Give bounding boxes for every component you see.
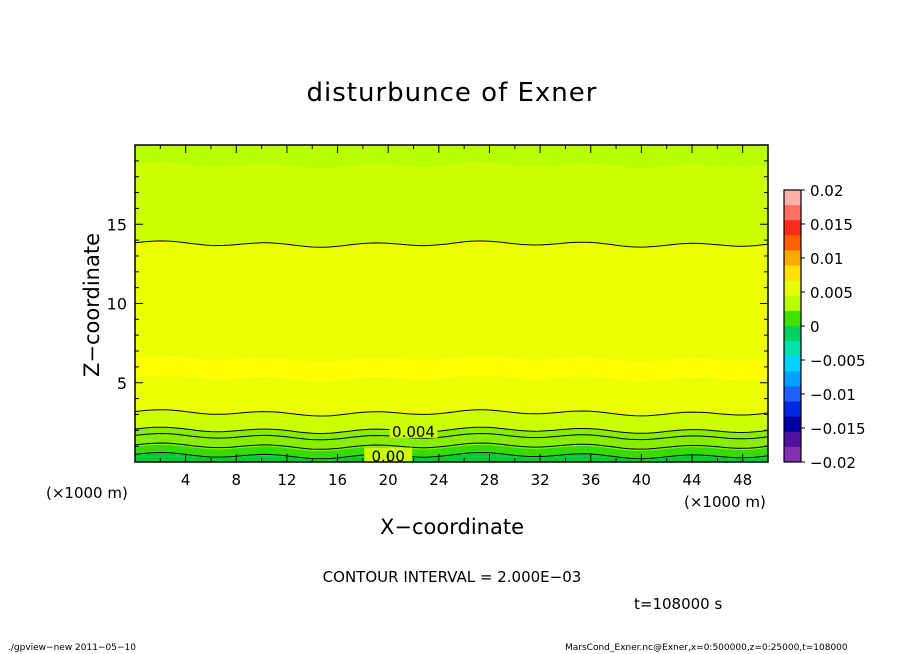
colorbar-cell-3 bbox=[784, 235, 801, 251]
colorbar-cell-9 bbox=[784, 326, 801, 342]
colorbar-label-7: −0.015 bbox=[810, 420, 866, 438]
contour-interval-text: CONTOUR INTERVAL = 2.000E−03 bbox=[322, 568, 582, 586]
x-tick-label-24: 24 bbox=[429, 471, 448, 489]
x-unit-label-left: (×1000 m) bbox=[46, 484, 128, 502]
x-tick-label-20: 20 bbox=[379, 471, 398, 489]
colorbar-label-8: −0.02 bbox=[810, 454, 856, 472]
time-label: t=108000 s bbox=[634, 595, 723, 613]
footer-right: MarsCond_Exner.nc@Exner,x=0:500000,z=0:2… bbox=[565, 643, 848, 653]
contour-label-0: 0.004 bbox=[392, 423, 435, 441]
colorbar-cell-15 bbox=[784, 416, 801, 433]
colorbar-cell-0 bbox=[784, 190, 801, 206]
band-2 bbox=[135, 427, 768, 451]
colorbar-cell-10 bbox=[784, 341, 801, 357]
band-8 bbox=[135, 145, 768, 169]
band-0 bbox=[135, 453, 768, 462]
chart-title: disturbunce of Exner bbox=[306, 78, 598, 108]
contour-line-0 bbox=[134, 451, 769, 460]
contour-line-2 bbox=[134, 432, 769, 441]
band-4 bbox=[135, 374, 768, 416]
x-unit-label-right: (×1000 m) bbox=[684, 493, 766, 511]
colorbar-cell-6 bbox=[784, 280, 801, 297]
y-tick-label-10: 10 bbox=[107, 295, 127, 314]
colorbar-cell-14 bbox=[784, 401, 801, 418]
x-axis-label: X−coordinate bbox=[380, 515, 524, 539]
colorbar-cell-13 bbox=[784, 386, 801, 403]
x-tick-label-36: 36 bbox=[581, 471, 600, 489]
colorbar-cell-12 bbox=[784, 371, 801, 387]
contour-label-bg-0 bbox=[389, 422, 438, 438]
band-5 bbox=[135, 355, 768, 382]
band-3 bbox=[135, 409, 768, 434]
colorbar-cell-7 bbox=[784, 295, 801, 312]
colorbar-cell-5 bbox=[784, 265, 801, 282]
contour-line-3 bbox=[134, 426, 769, 435]
colorbar-label-0: 0.02 bbox=[810, 182, 843, 200]
colorbar-cell-2 bbox=[784, 220, 801, 236]
x-tick-label-28: 28 bbox=[480, 471, 499, 489]
contour-line-1 bbox=[134, 442, 769, 450]
colorbar-cell-17 bbox=[784, 446, 801, 463]
colorbar-cell-1 bbox=[784, 205, 801, 221]
y-tick-label-5: 5 bbox=[117, 374, 127, 393]
colorbar-label-4: 0 bbox=[810, 318, 820, 336]
y-tick-label-15: 15 bbox=[107, 215, 127, 234]
colorbar-cell-16 bbox=[784, 431, 801, 448]
colorbar-label-3: 0.005 bbox=[810, 284, 853, 302]
colorbar-cell-11 bbox=[784, 356, 801, 372]
colorbar-label-5: −0.005 bbox=[810, 352, 866, 370]
band-6 bbox=[135, 240, 768, 363]
x-tick-label-32: 32 bbox=[531, 471, 550, 489]
contour-line-5 bbox=[134, 240, 769, 248]
contour-line-4 bbox=[134, 409, 769, 417]
x-tick-label-44: 44 bbox=[682, 471, 701, 489]
colorbar-cell-4 bbox=[784, 250, 801, 267]
colorbar-label-6: −0.01 bbox=[810, 386, 856, 404]
x-tick-label-40: 40 bbox=[632, 471, 651, 489]
colorbar-label-2: 0.01 bbox=[810, 250, 843, 268]
colorbar-label-1: 0.015 bbox=[810, 216, 853, 234]
colorbar-cell-8 bbox=[784, 310, 801, 327]
x-tick-label-12: 12 bbox=[277, 471, 296, 489]
band-7 bbox=[135, 162, 768, 247]
x-tick-label-48: 48 bbox=[733, 471, 752, 489]
x-tick-label-16: 16 bbox=[328, 471, 347, 489]
x-tick-label-8: 8 bbox=[232, 471, 242, 489]
footer-left: ./gpview−new 2011−05−10 bbox=[8, 643, 136, 653]
x-tick-label-4: 4 bbox=[181, 471, 191, 489]
